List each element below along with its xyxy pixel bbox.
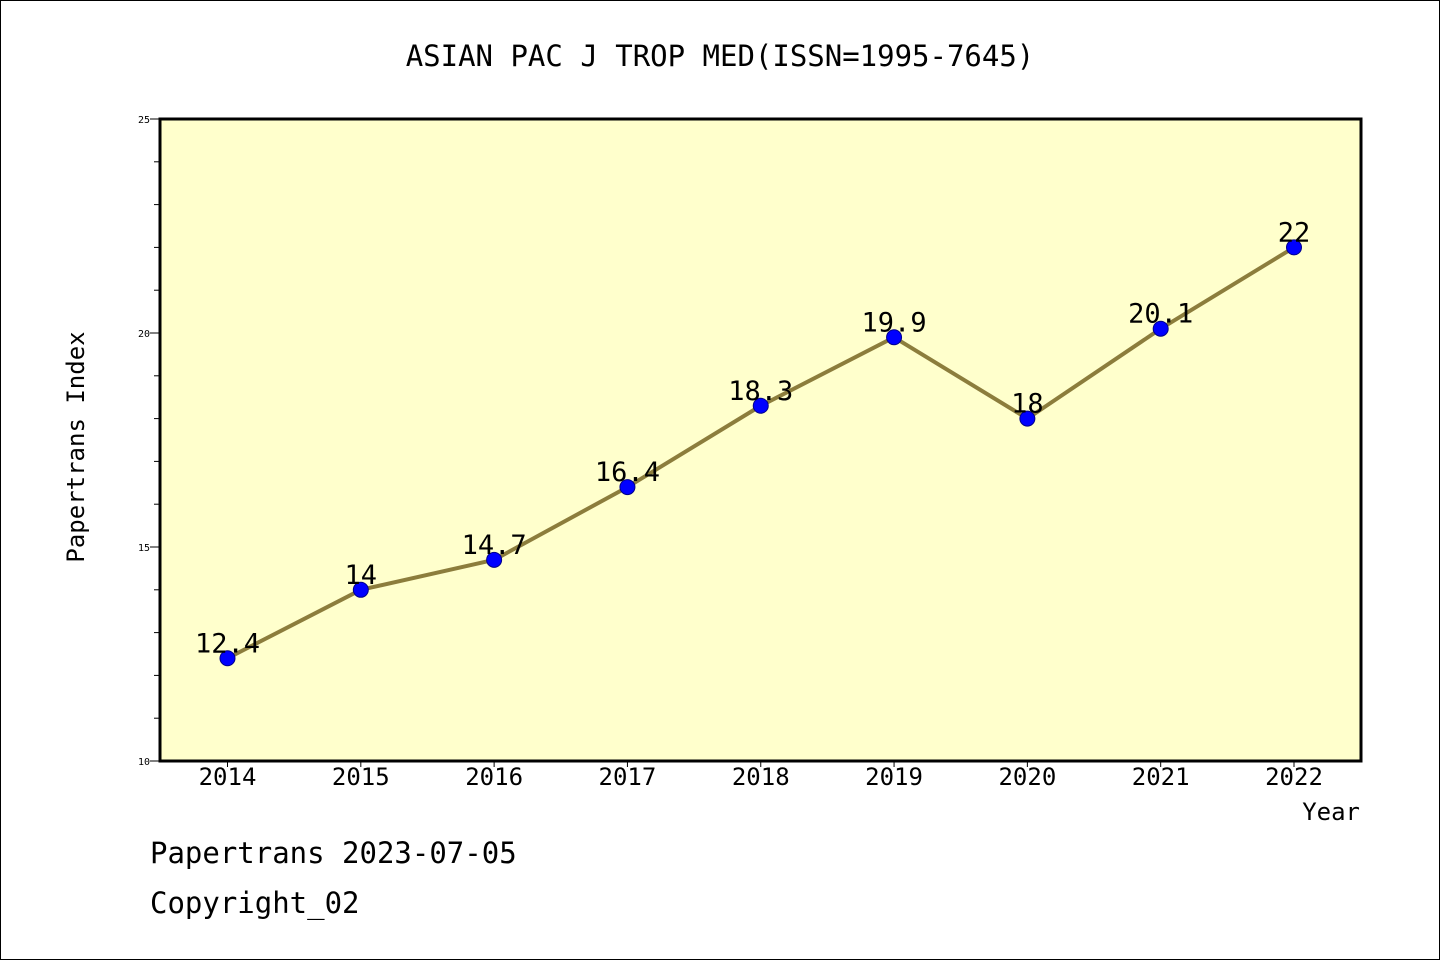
data-point [886, 329, 903, 346]
data-label: 14 [345, 560, 378, 591]
plot-border [158, 117, 1363, 763]
y-tick-label: 15 [138, 543, 150, 554]
footer-date: Papertrans 2023-07-05 [150, 836, 517, 870]
data-label: 22 [1278, 217, 1311, 248]
data-point [619, 479, 636, 496]
x-axis-label: Year [1302, 798, 1360, 826]
data-point [1152, 320, 1169, 337]
x-tick-label: 2022 [1265, 763, 1323, 791]
data-label: 16.4 [595, 457, 660, 488]
footer-copyright: Copyright_02 [150, 886, 360, 920]
data-label: 12.4 [195, 628, 260, 659]
data-point [752, 397, 769, 414]
data-label: 20.1 [1128, 299, 1193, 330]
data-label: 14.7 [462, 530, 527, 561]
data-point [1019, 410, 1036, 427]
x-tick-label: 2014 [199, 763, 257, 791]
data-point [1286, 239, 1302, 256]
y-tick-label: 20 [138, 329, 150, 340]
data-point [352, 581, 369, 598]
x-tick-label: 2019 [865, 763, 923, 791]
data-point [486, 551, 503, 568]
data-point [219, 650, 236, 667]
x-tick-label: 2021 [1132, 763, 1190, 791]
plot-area [160, 119, 1361, 761]
x-tick-label: 2015 [332, 763, 390, 791]
data-label: 18 [1011, 389, 1044, 420]
chart-title: ASIAN PAC J TROP MED(ISSN=1995-7645) [406, 39, 1035, 73]
y-tick-label: 25 [138, 115, 150, 126]
x-tick-label: 2020 [998, 763, 1056, 791]
x-tick-label: 2016 [465, 763, 523, 791]
x-tick-label: 2018 [732, 763, 790, 791]
x-tick-label: 2017 [599, 763, 657, 791]
y-tick-label: 10 [138, 757, 150, 768]
data-label: 19.9 [862, 307, 927, 338]
data-label: 18.3 [728, 376, 793, 407]
y-axis-label: Papertrans Index [62, 331, 90, 562]
